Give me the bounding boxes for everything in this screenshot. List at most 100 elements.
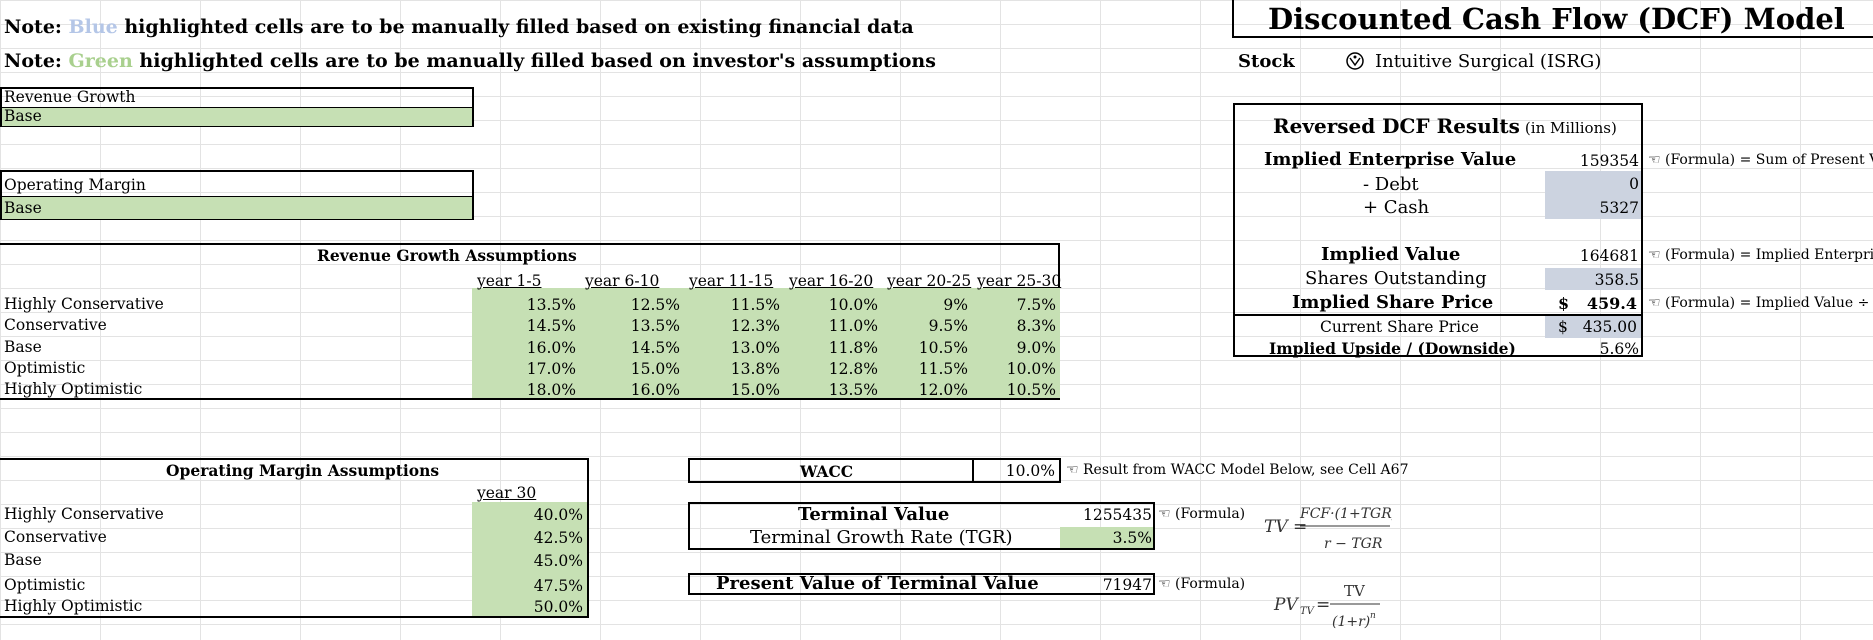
implied-value-note-text: (Formula) = Implied Enterpris <box>1665 247 1873 263</box>
operating-margin-cell[interactable]: 42.5% <box>533 529 583 547</box>
revenue-growth-cell[interactable]: 12.8% <box>828 360 878 378</box>
terminal-value-label: Terminal Value <box>798 504 950 525</box>
implied-ev-note-text: (Formula) = Sum of Present Va <box>1665 152 1873 168</box>
revenue-growth-cell[interactable]: 16.0% <box>526 339 576 357</box>
note-green: Note: Green highlighted cells are to be … <box>4 50 936 72</box>
wacc-divider <box>972 458 974 483</box>
operating-margin-cell[interactable]: 47.5% <box>533 577 583 595</box>
operating-margin-dropdown[interactable] <box>2 196 472 219</box>
implied-ev-label: Implied Enterprise Value <box>1264 149 1517 170</box>
revenue-growth-cell[interactable]: 10.0% <box>828 296 878 314</box>
revenue-growth-cell[interactable]: 18.0% <box>526 381 576 399</box>
revenue-growth-row-label: Base <box>4 338 42 356</box>
revenue-growth-cell[interactable]: 9.0% <box>1016 339 1056 357</box>
blue-input-area <box>1545 171 1641 219</box>
revenue-growth-cell[interactable]: 15.0% <box>730 381 780 399</box>
revenue-growth-cell[interactable]: 12.3% <box>730 317 780 335</box>
debt-value[interactable]: 0 <box>1629 175 1639 193</box>
pointer-icon: ☜ <box>1158 506 1171 522</box>
revenue-growth-cell[interactable]: 13.5% <box>828 381 878 399</box>
pv-terminal-value: 71947 <box>1102 576 1152 594</box>
revenue-growth-cell[interactable]: 13.5% <box>630 317 680 335</box>
tgr-label: Terminal Growth Rate (TGR) <box>750 527 1013 548</box>
implied-value-label: Implied Value <box>1321 244 1461 265</box>
shares-outstanding-label: Shares Outstanding <box>1305 268 1487 289</box>
revenue-growth-cell[interactable]: 13.8% <box>730 360 780 378</box>
tgr-value: 3.5% <box>1112 529 1152 547</box>
implied-share-price-note: ☜ (Formula) = Implied Value ÷ S <box>1648 295 1873 311</box>
revenue-growth-dropdown[interactable] <box>2 107 472 126</box>
pointer-icon: ☜ <box>1066 462 1079 478</box>
wacc-value[interactable]: 10.0% <box>1005 462 1055 480</box>
svg-text:PV: PV <box>1273 595 1299 615</box>
revenue-growth-selector <box>0 87 474 127</box>
wacc-note-text: Result from WACC Model Below, see Cell A… <box>1083 462 1409 478</box>
revenue-growth-col-header: year 6-10 <box>585 272 660 290</box>
current-share-price-currency: $ <box>1558 318 1568 336</box>
tgr-input[interactable] <box>1060 527 1153 548</box>
svg-text:r − TGR: r − TGR <box>1324 536 1383 552</box>
note-prefix: Note: <box>4 16 62 38</box>
terminal-value-box <box>688 502 1155 550</box>
revenue-growth-row-label: Highly Conservative <box>4 295 164 313</box>
implied-value-note: ☜ (Formula) = Implied Enterpris <box>1648 247 1873 263</box>
revenue-growth-cell[interactable]: 11.5% <box>730 296 780 314</box>
revenue-growth-cell[interactable]: 14.5% <box>630 339 680 357</box>
revenue-growth-col-header: year 25-30 <box>977 272 1062 290</box>
operating-margin-title: Operating Margin Assumptions <box>166 461 440 480</box>
shares-input[interactable] <box>1545 268 1641 290</box>
revenue-growth-col-header: year 16-20 <box>789 272 874 290</box>
operating-margin-row-label: Optimistic <box>4 576 86 594</box>
operating-margin-table <box>0 458 589 618</box>
revenue-growth-cell[interactable]: 12.0% <box>918 381 968 399</box>
cash-value[interactable]: 5327 <box>1599 199 1639 217</box>
revenue-growth-label: Revenue Growth <box>4 88 136 106</box>
svg-text:(1+r): (1+r) <box>1332 614 1370 630</box>
implied-share-price-label: Implied Share Price <box>1292 292 1494 313</box>
revenue-growth-cell[interactable]: 10.5% <box>918 339 968 357</box>
revenue-growth-cell[interactable]: 11.5% <box>918 360 968 378</box>
revenue-growth-cell[interactable]: 11.8% <box>828 339 878 357</box>
note-blue: Note: Blue highlighted cells are to be m… <box>4 16 914 38</box>
reversed-dcf-subtitle: (in Millions) <box>1524 119 1617 137</box>
stock-value[interactable]: Intuitive Surgical (ISRG) <box>1375 51 1602 72</box>
revenue-growth-col-header: year 11-15 <box>689 272 774 290</box>
reversed-dcf-title: Reversed DCF Results <box>1273 114 1520 138</box>
revenue-growth-cell[interactable]: 17.0% <box>526 360 576 378</box>
note-text: highlighted cells are to be manually fil… <box>124 16 914 38</box>
operating-margin-cell[interactable]: 45.0% <box>533 552 583 570</box>
current-price-input[interactable] <box>1545 316 1641 338</box>
revenue-growth-col-header: year 20-25 <box>887 272 972 290</box>
terminal-value: 1255435 <box>1082 506 1152 524</box>
wacc-note: ☜ Result from WACC Model Below, see Cell… <box>1066 462 1408 478</box>
current-share-price-value: 435.00 <box>1582 318 1637 336</box>
note-color-blue: Blue <box>68 16 118 38</box>
pv-terminal-box <box>688 573 1155 595</box>
operating-margin-cell[interactable]: 50.0% <box>533 598 583 616</box>
operating-margin-selector <box>0 170 474 220</box>
revenue-growth-cell[interactable]: 9% <box>943 296 968 314</box>
shares-outstanding-value: 358.5 <box>1594 271 1639 289</box>
terminal-value-note: ☜ (Formula) <box>1158 506 1245 522</box>
revenue-growth-cell[interactable]: 14.5% <box>526 317 576 335</box>
pv-formula-image: PV TV = TV (1+r) n <box>1272 574 1382 640</box>
operating-margin-row-label: Highly Conservative <box>4 505 164 523</box>
revenue-growth-cell[interactable]: 9.5% <box>928 317 968 335</box>
operating-margin-input-area <box>472 502 587 616</box>
revenue-growth-cell[interactable]: 7.5% <box>1016 296 1056 314</box>
debt-label: - Debt <box>1363 174 1419 195</box>
revenue-growth-cell[interactable]: 15.0% <box>630 360 680 378</box>
revenue-growth-cell[interactable]: 10.5% <box>1006 381 1056 399</box>
implied-value: 164681 <box>1579 247 1639 265</box>
operating-margin-row-label: Base <box>4 551 42 569</box>
operating-margin-cell[interactable]: 40.0% <box>533 506 583 524</box>
current-share-price-label: Current Share Price <box>1320 318 1479 336</box>
revenue-growth-cell[interactable]: 13.0% <box>730 339 780 357</box>
revenue-growth-cell[interactable]: 8.3% <box>1016 317 1056 335</box>
revenue-growth-cell[interactable]: 11.0% <box>828 317 878 335</box>
revenue-growth-cell[interactable]: 12.5% <box>630 296 680 314</box>
revenue-growth-cell[interactable]: 10.0% <box>1006 360 1056 378</box>
revenue-growth-cell[interactable]: 13.5% <box>526 296 576 314</box>
pointer-icon: ☜ <box>1648 247 1661 263</box>
revenue-growth-cell[interactable]: 16.0% <box>630 381 680 399</box>
